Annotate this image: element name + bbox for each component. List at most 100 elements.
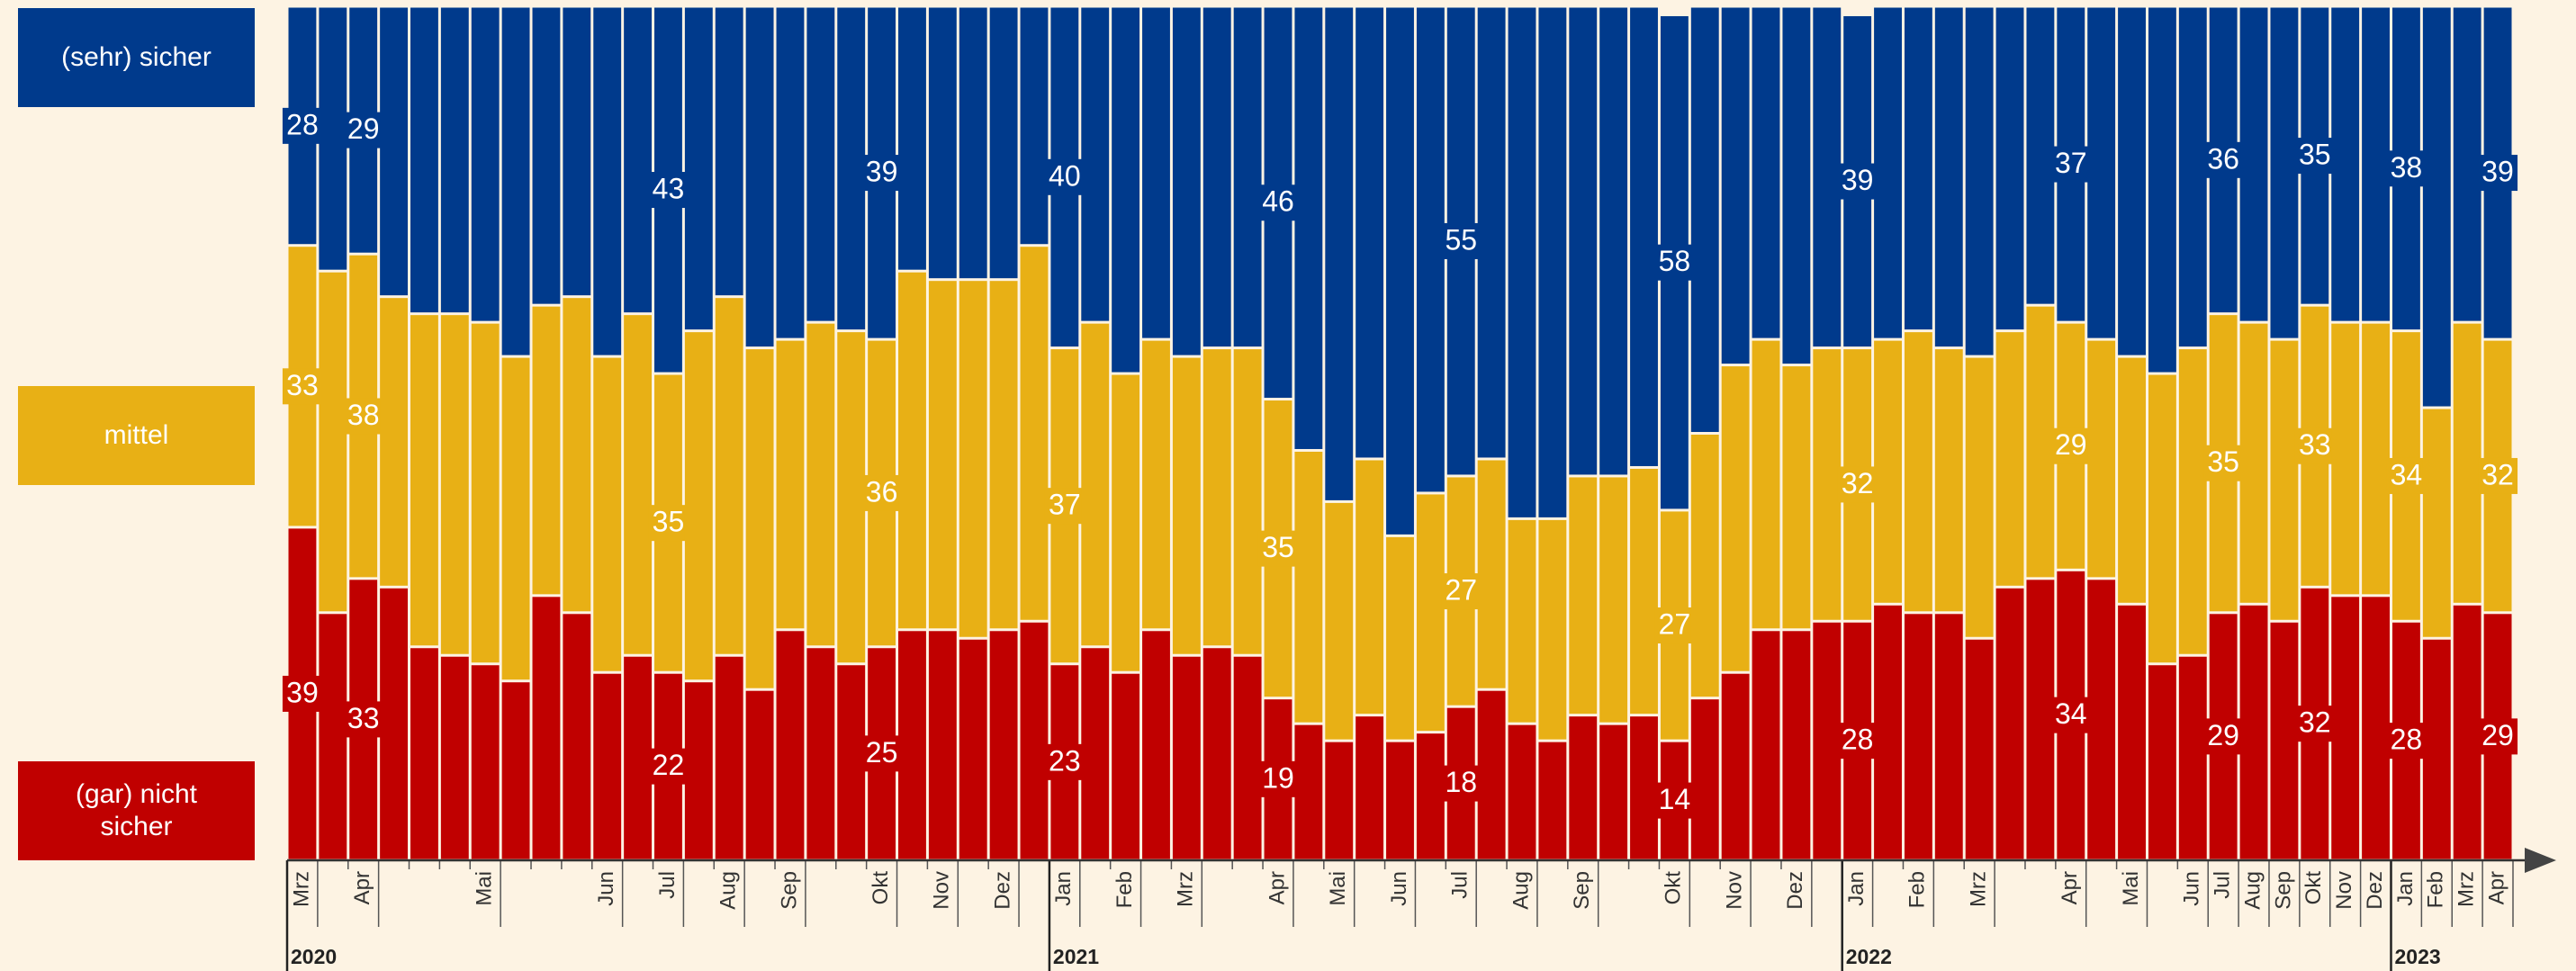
data-label: 55 (1445, 223, 1477, 256)
x-tick-label: Jul (1448, 871, 1473, 899)
bar-segment (624, 656, 653, 859)
data-label: 27 (1445, 574, 1477, 607)
data-label-bg (343, 112, 383, 148)
bar-segment (2453, 605, 2481, 859)
data-label: 29 (347, 112, 380, 145)
x-tick-label: Jan (2393, 871, 2418, 906)
data-label: 37 (2055, 147, 2087, 179)
data-label-bg (1654, 607, 1695, 644)
bar-segment (2087, 340, 2116, 578)
legend-item: mittel (18, 386, 255, 485)
bar-segment (1081, 648, 1110, 859)
data-label-bg (343, 398, 383, 435)
bar-segment (440, 656, 469, 859)
bar-segment (1325, 742, 1354, 859)
data-label-bg (1441, 765, 1482, 802)
bar-segment (319, 614, 347, 859)
bar-segment (2331, 7, 2360, 321)
bar-segment (593, 673, 622, 859)
data-label: 29 (2481, 719, 2514, 751)
x-tick-label: Nov (1722, 871, 1746, 910)
x-tick-label: Apr (2484, 871, 2508, 904)
bar-segment (1356, 460, 1384, 715)
bar-segment (1965, 639, 1994, 859)
data-label-bg (2203, 718, 2244, 755)
bar-segment (806, 323, 835, 646)
data-label: 25 (866, 736, 898, 769)
bar-segment (2422, 409, 2451, 637)
bar-segment (715, 656, 743, 859)
x-tick-label: Dez (990, 871, 1014, 910)
bar-segment (1142, 7, 1170, 338)
bar-segment (1782, 631, 1811, 859)
bar-segment (1721, 366, 1750, 671)
bar-segment (1508, 724, 1536, 859)
bar-segment (624, 7, 653, 313)
bar-segment (959, 7, 987, 279)
data-label-bg (1044, 743, 1085, 780)
bar-segment (593, 7, 622, 355)
bar-segment (1233, 7, 1262, 347)
bar-segment (1630, 468, 1658, 715)
x-tick-label: Apr (2058, 871, 2082, 904)
x-tick-label: Sep (777, 871, 801, 910)
bar-segment (1477, 7, 1506, 458)
bar-segment (2422, 639, 2451, 859)
bar-segment (2148, 665, 2176, 859)
bar-segment (563, 298, 591, 612)
data-label: 23 (1049, 744, 1081, 777)
data-label: 36 (866, 475, 898, 508)
data-label: 28 (2391, 724, 2423, 756)
bar-segment (1630, 716, 1658, 859)
bar-segment (745, 7, 774, 347)
bar-segment (1874, 7, 1902, 338)
data-label-bg (2386, 723, 2427, 760)
bar-segment (1294, 724, 1323, 859)
bar-segment (837, 7, 866, 330)
bar-segment (501, 7, 530, 355)
x-tick-label: Mrz (289, 871, 313, 907)
data-label-bg (2203, 445, 2244, 481)
legend-item: (gar) nicht sicher (18, 761, 255, 860)
data-label-bg (2203, 141, 2244, 178)
bar-segment (1965, 7, 1994, 355)
data-label-bg (648, 505, 689, 542)
bar-segment (2118, 7, 2146, 355)
bar-segment (1356, 716, 1384, 859)
bar-segment (1081, 323, 1110, 646)
bar-segment (1813, 349, 1842, 620)
x-tick-label: Nov (930, 871, 954, 910)
data-label: 19 (1262, 761, 1294, 794)
bar-segment (2331, 597, 2360, 859)
bar-segment (532, 597, 561, 859)
data-label-bg (2478, 155, 2518, 192)
bar-segment (928, 281, 957, 629)
data-label: 40 (1049, 159, 1081, 192)
data-label: 38 (347, 399, 380, 431)
bar-segment (1020, 247, 1049, 620)
bar-segment (684, 682, 713, 859)
bar-segment (837, 665, 866, 859)
data-label: 39 (2481, 156, 2514, 188)
data-label: 39 (286, 676, 319, 708)
bar-segment (806, 7, 835, 321)
data-label: 28 (1842, 724, 1874, 756)
data-label: 14 (1659, 783, 1691, 815)
data-label-bg (1837, 723, 1878, 760)
bar-segment (1172, 656, 1201, 859)
bar-segment (1538, 519, 1567, 740)
bar-segment (1508, 7, 1536, 517)
bar-segment (1112, 7, 1140, 373)
x-tick-label: Mai (473, 871, 497, 906)
data-label: 33 (286, 369, 319, 401)
bar-segment (1752, 7, 1780, 338)
x-tick-label: Mai (2119, 871, 2143, 906)
bar-segment (1020, 622, 1049, 859)
bar-segment (1172, 357, 1201, 654)
x-tick-label: Apr (350, 871, 374, 904)
bar-segment (2118, 605, 2146, 859)
x-tick-label: Mrz (2454, 871, 2479, 907)
bar-segment (2270, 622, 2299, 859)
data-label-bg (2294, 427, 2335, 464)
bar-segment (1477, 690, 1506, 859)
